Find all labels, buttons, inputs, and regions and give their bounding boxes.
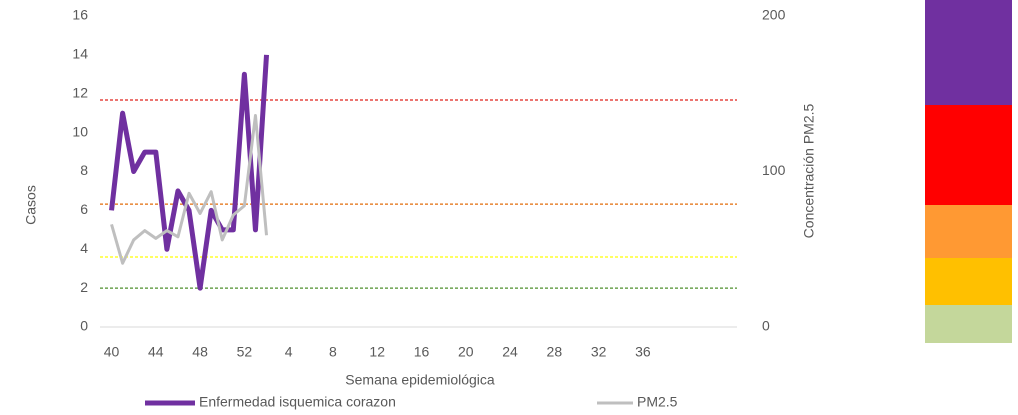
x-tick-label: 16 xyxy=(414,344,430,360)
y-tick-label: 12 xyxy=(72,84,88,100)
y-tick-label: 14 xyxy=(72,46,88,62)
series-line xyxy=(110,114,269,265)
x-tick-label: 24 xyxy=(502,344,518,360)
x-tick-label: 48 xyxy=(192,344,208,360)
x-tick-label: 4 xyxy=(285,344,293,360)
y-tick-label: 8 xyxy=(80,162,88,178)
y2-tick-label: 100 xyxy=(762,162,786,178)
scale-band xyxy=(925,305,1012,343)
y-axis-label: Casos xyxy=(23,185,39,225)
color-scale xyxy=(925,0,1012,343)
x-tick-label: 40 xyxy=(104,344,120,360)
x-tick-label: 20 xyxy=(458,344,474,360)
scale-band xyxy=(925,0,1012,105)
x-tick-label: 36 xyxy=(635,344,651,360)
y2-axis-label: Concentración PM2.5 xyxy=(801,103,817,238)
scale-band xyxy=(925,205,1012,258)
scale-band xyxy=(925,258,1012,305)
x-tick-label: 12 xyxy=(369,344,385,360)
x-axis-label: Semana epidemiológica xyxy=(345,372,495,388)
x-tick-label: 44 xyxy=(148,344,164,360)
y-tick-label: 10 xyxy=(72,123,88,139)
y2-tick-label: 200 xyxy=(762,7,786,23)
y-tick-label: 2 xyxy=(80,279,88,295)
x-tick-label: 8 xyxy=(329,344,337,360)
legend-label: PM2.5 xyxy=(637,394,678,410)
y-tick-label: 6 xyxy=(80,201,88,217)
x-tick-label: 52 xyxy=(237,344,253,360)
y-tick-label: 4 xyxy=(80,240,88,256)
y2-tick-label: 0 xyxy=(762,318,770,334)
y-tick-label: 0 xyxy=(80,318,88,334)
x-tick-label: 32 xyxy=(591,344,607,360)
series-line xyxy=(109,54,270,291)
x-tick-label: 28 xyxy=(547,344,563,360)
y-tick-label: 16 xyxy=(72,7,88,23)
legend-label: Enfermedad isquemica corazon xyxy=(199,394,396,410)
scale-band xyxy=(925,105,1012,205)
